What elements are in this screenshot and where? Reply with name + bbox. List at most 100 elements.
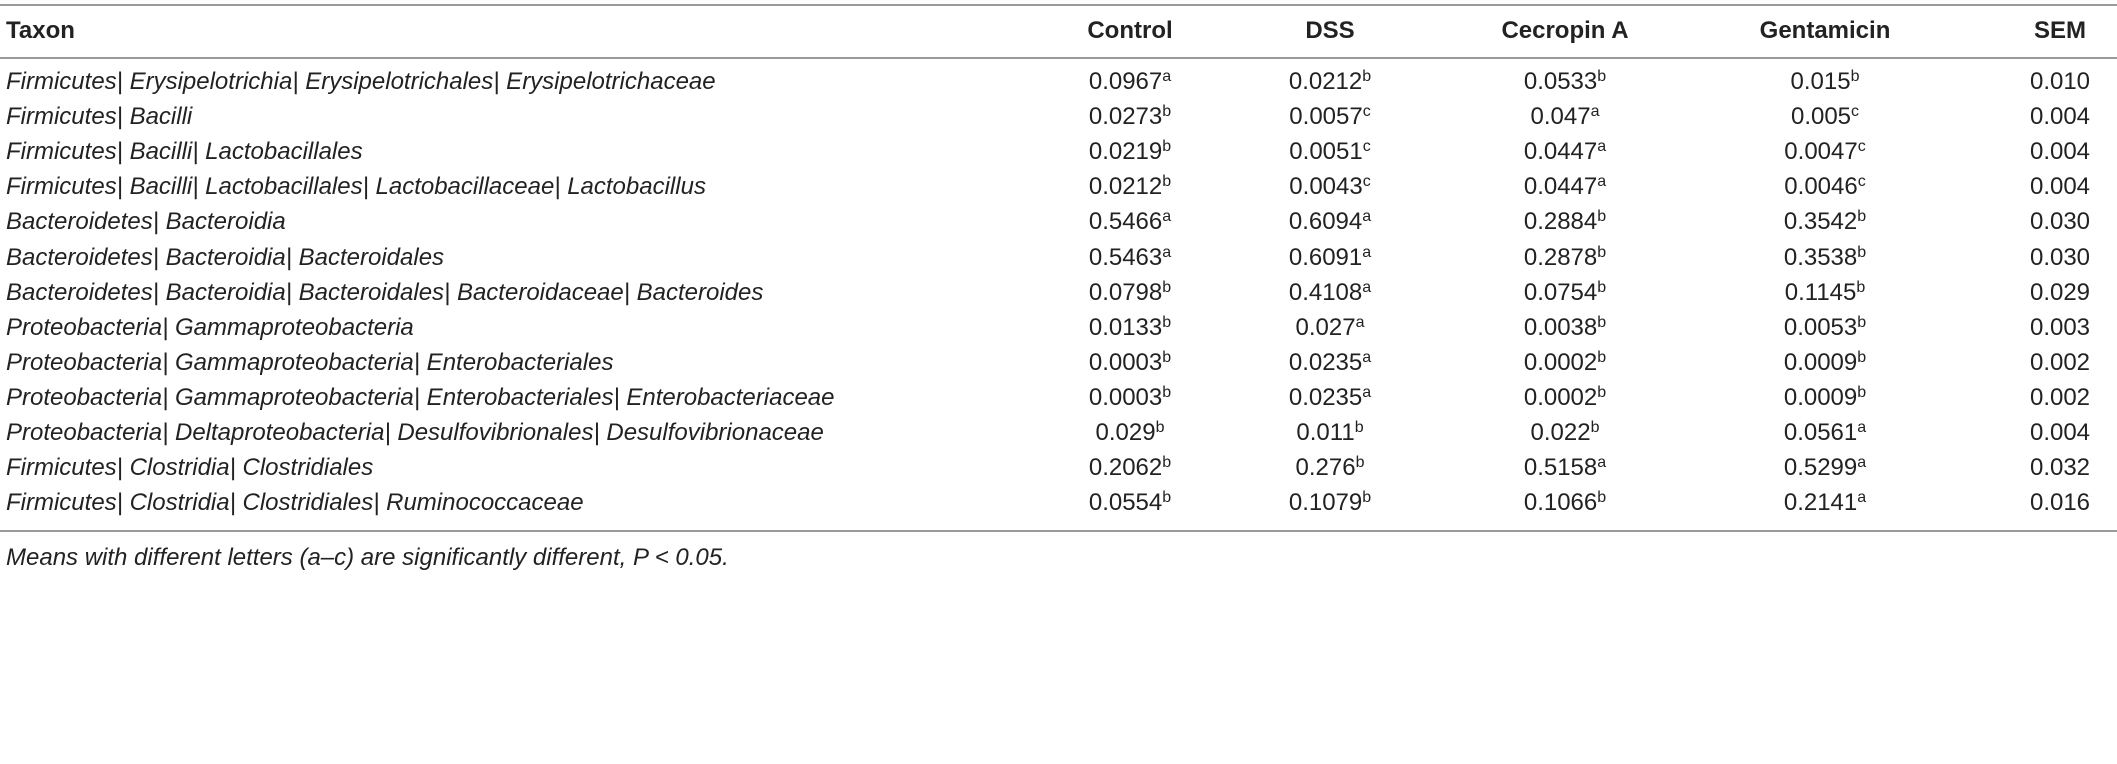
mean-value: 0.0447: [1523, 173, 1598, 201]
value-cell: 0.004: [2029, 103, 2091, 131]
mean-value: 0.3542: [1783, 208, 1858, 236]
value-cell: 0.004: [2029, 138, 2091, 166]
significance-letter: b: [1597, 383, 1607, 401]
value-cell: 0.6091a: [1289, 243, 1371, 273]
mean-value: 0.6091: [1288, 243, 1363, 271]
value-cell: 0.027a: [1296, 313, 1365, 343]
significance-letter: b: [1856, 278, 1866, 296]
value-cell: 0.0047c: [1784, 137, 1865, 167]
taxon-cell: Proteobacteria| Gammaproteobacteria| Ent…: [6, 383, 835, 411]
significance-letter: b: [1597, 348, 1607, 366]
significance-letter: a: [1597, 173, 1607, 191]
significance-letter: a: [1355, 313, 1365, 331]
mean-value: 0.276: [1295, 454, 1356, 482]
value-cell: 0.2062b: [1089, 453, 1171, 483]
mean-value: 0.0798: [1088, 278, 1163, 306]
mean-value: 0.0051: [1289, 138, 1363, 166]
mean-value: 0.5466: [1088, 208, 1163, 236]
value-cell: 0.010: [2029, 68, 2091, 95]
significance-letter: b: [1162, 103, 1172, 121]
mean-value: 0.0002: [1523, 383, 1598, 411]
value-cell: 0.029b: [1096, 418, 1165, 448]
column-header: Cecropin A: [1501, 17, 1629, 44]
mean-value: 0.005: [1790, 103, 1852, 131]
taxon-cell: Firmicutes| Clostridia| Clostridiales| R…: [6, 489, 584, 517]
mean-value: 0.022: [1530, 419, 1591, 446]
mean-value: 0.0043: [1289, 173, 1363, 201]
column-header: DSS: [1305, 17, 1355, 44]
mean-value: 0.0967: [1088, 68, 1163, 95]
significance-letter: c: [1857, 138, 1866, 156]
header-rule: [0, 57, 2117, 59]
value-cell: 0.015b: [1791, 67, 1860, 97]
value-cell: 0.5466a: [1089, 207, 1171, 237]
mean-value: 0.011: [1296, 419, 1355, 446]
value-cell: 0.3538b: [1784, 243, 1866, 273]
mean-value: 0.0219: [1088, 138, 1163, 166]
value-cell: 0.0561a: [1784, 418, 1866, 448]
value-cell: 0.0003b: [1089, 383, 1171, 413]
mean-value: 0.0235: [1288, 383, 1363, 411]
mean-value: 0.0273: [1088, 103, 1163, 131]
column-header: Gentamicin: [1759, 17, 1891, 44]
significance-letter: a: [1597, 454, 1607, 472]
significance-letter: b: [1162, 313, 1172, 331]
mean-value: 0.029: [1095, 419, 1156, 446]
mean-value: 0.1066: [1523, 489, 1598, 517]
value-cell: 0.0447a: [1524, 137, 1606, 167]
value-cell: 0.002: [2029, 348, 2091, 376]
value-cell: 0.0038b: [1524, 313, 1606, 343]
mean-value: 0.6094: [1288, 208, 1363, 236]
significance-letter: c: [1362, 103, 1371, 121]
significance-letter: a: [1857, 454, 1867, 472]
value-cell: 0.0219b: [1089, 137, 1171, 167]
value-cell: 0.2878b: [1524, 243, 1606, 273]
mean-value: 0.4108: [1288, 278, 1363, 306]
taxon-cell: Firmicutes| Bacilli| Lactobacillales: [6, 138, 363, 166]
significance-letter: c: [1362, 138, 1371, 156]
value-cell: 0.0967a: [1089, 67, 1171, 97]
significance-letter: a: [1362, 348, 1372, 366]
mean-value: 0.5463: [1088, 243, 1163, 271]
value-cell: 0.005c: [1791, 102, 1859, 132]
column-header: SEM: [2033, 17, 2087, 44]
footnote: Means with different letters (a–c) are s…: [6, 544, 729, 571]
significance-letter: a: [1362, 383, 1372, 401]
mean-value: 0.027: [1295, 313, 1356, 341]
mean-value: 0.2141: [1783, 489, 1858, 517]
significance-letter: b: [1597, 489, 1607, 507]
value-cell: 0.047a: [1531, 102, 1600, 132]
mean-value: 0.0212: [1288, 68, 1363, 95]
significance-letter: a: [1162, 208, 1172, 226]
significance-letter: b: [1362, 68, 1372, 85]
mean-value: 0.0754: [1523, 278, 1598, 306]
mean-value: 0.0009: [1783, 348, 1858, 376]
value-cell: 0.276b: [1296, 453, 1365, 483]
value-cell: 0.4108a: [1289, 278, 1371, 308]
value-cell: 0.0053b: [1784, 313, 1866, 343]
taxon-cell: Firmicutes| Bacilli: [6, 103, 193, 131]
mean-value: 0.2878: [1523, 243, 1598, 271]
taxon-cell: Firmicutes| Erysipelotrichia| Erysipelot…: [6, 68, 716, 95]
mean-value: 0.0046: [1784, 173, 1858, 201]
value-cell: 0.0002b: [1524, 383, 1606, 413]
mean-value: 0.0003: [1088, 348, 1163, 376]
mean-value: 0.0047: [1784, 138, 1858, 166]
significance-letter: b: [1857, 383, 1867, 401]
mean-value: 0.3538: [1783, 243, 1858, 271]
value-cell: 0.029: [2029, 278, 2091, 306]
value-cell: 0.0009b: [1784, 348, 1866, 378]
mean-value: 0.0533: [1523, 68, 1598, 95]
significance-letter: b: [1355, 454, 1365, 472]
value-cell: 0.0057c: [1289, 102, 1370, 132]
mean-value: 0.015: [1790, 68, 1851, 95]
mean-value: 0.0447: [1523, 138, 1598, 166]
mean-value: 0.1145: [1784, 278, 1857, 306]
taxon-cell: Proteobacteria| Deltaproteobacteria| Des…: [6, 419, 824, 446]
mean-value: 0.0235: [1288, 348, 1363, 376]
significance-letter: b: [1857, 348, 1867, 366]
value-cell: 0.032: [2029, 454, 2091, 482]
mean-value: 0.0554: [1088, 489, 1163, 517]
taxon-cell: Bacteroidetes| Bacteroidia| Bacteroidale…: [6, 278, 764, 306]
mean-value: 0.5158: [1523, 454, 1598, 482]
